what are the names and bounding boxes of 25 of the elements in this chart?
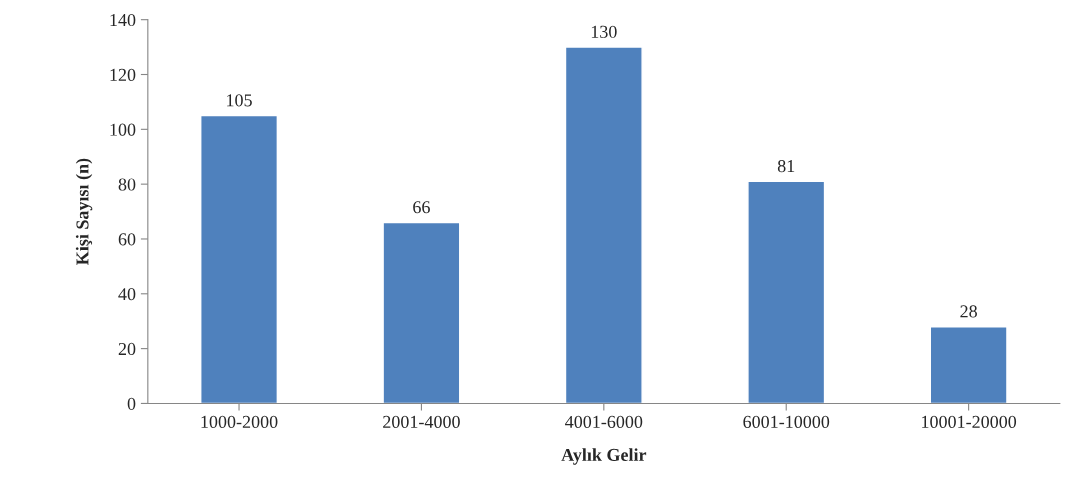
bar <box>382 221 461 404</box>
y-tick-label: 20 <box>118 342 136 356</box>
bar <box>747 180 826 404</box>
data-label: 66 <box>413 201 430 214</box>
y-tick-label: 60 <box>118 233 136 246</box>
bar <box>929 325 1008 404</box>
y-tick-label: 80 <box>118 178 136 191</box>
y-tick-label: 40 <box>118 288 136 301</box>
y-tick-label: 120 <box>110 68 136 81</box>
x-tick-label: 6001-10000 <box>743 415 830 428</box>
bar <box>564 46 643 404</box>
y-axis-title: Kişi Sayısı (n) <box>75 158 93 265</box>
data-label: 105 <box>227 94 252 107</box>
y-tick-label: 100 <box>110 123 136 136</box>
x-tick-label: 10001-20000 <box>922 415 1017 428</box>
data-label: 28 <box>960 305 977 318</box>
x-tick-label: 1000-2000 <box>201 415 278 428</box>
y-tick-label: 0 <box>127 397 136 410</box>
y-tick-label: 140 <box>110 13 136 27</box>
x-tick-label: 2001-4000 <box>383 415 460 428</box>
x-axis-title: Aylık Gelir <box>561 448 647 465</box>
data-label: 81 <box>777 160 795 173</box>
x-tick-label: 4001-6000 <box>565 415 643 428</box>
bar <box>200 114 279 404</box>
data-label: 130 <box>591 25 617 38</box>
